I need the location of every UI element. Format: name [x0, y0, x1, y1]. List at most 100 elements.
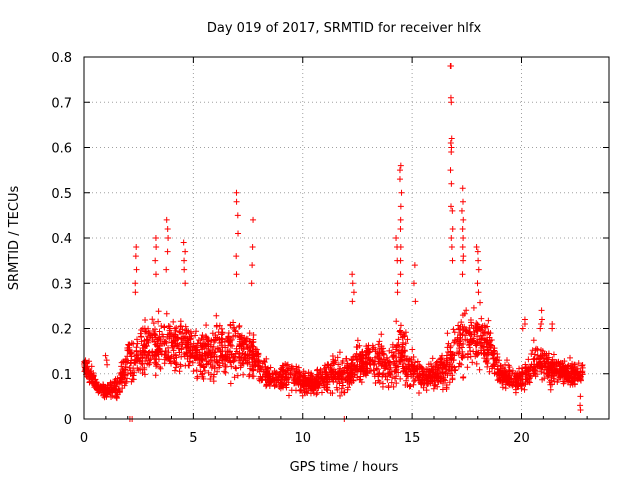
data-point	[541, 375, 548, 382]
data-point	[151, 326, 158, 333]
data-point	[391, 368, 398, 375]
data-point	[439, 386, 446, 393]
data-point	[369, 357, 376, 364]
data-point	[421, 380, 428, 387]
data-point	[156, 345, 163, 352]
data-point	[372, 379, 379, 386]
data-point	[198, 371, 205, 378]
data-point	[500, 377, 507, 384]
data-point	[502, 385, 509, 392]
data-point	[182, 362, 189, 369]
data-point	[212, 334, 219, 341]
data-point	[460, 235, 467, 241]
data-point	[191, 344, 198, 351]
data-point	[396, 167, 403, 174]
data-point	[553, 369, 560, 376]
data-point	[390, 358, 397, 365]
data-point	[503, 368, 510, 375]
data-point	[548, 366, 555, 373]
data-point	[416, 389, 423, 396]
data-point	[475, 289, 482, 296]
data-point	[284, 361, 291, 368]
data-point	[165, 235, 172, 241]
data-point	[455, 363, 462, 370]
data-point	[104, 361, 111, 368]
data-point	[395, 336, 402, 343]
data-point	[340, 389, 347, 396]
data-point	[474, 333, 481, 340]
data-point	[219, 360, 226, 367]
data-point	[187, 351, 194, 358]
data-point	[213, 322, 220, 329]
data-point	[185, 343, 192, 350]
data-point	[222, 351, 229, 358]
data-point	[164, 248, 171, 255]
data-point	[402, 329, 409, 336]
data-point	[577, 393, 584, 400]
data-point	[530, 356, 537, 363]
data-point	[263, 369, 270, 376]
data-point	[182, 248, 189, 255]
data-point	[434, 358, 441, 365]
data-point	[84, 368, 91, 375]
data-point	[155, 346, 162, 353]
data-point	[430, 385, 437, 392]
data-point	[389, 341, 396, 348]
data-point	[216, 362, 223, 369]
data-point	[484, 351, 491, 358]
data-point	[504, 379, 511, 386]
x-tick-label: 20	[513, 431, 530, 446]
data-point	[114, 389, 121, 396]
data-point	[134, 340, 141, 347]
data-point	[449, 225, 456, 232]
data-point	[304, 377, 311, 384]
data-point	[455, 326, 462, 333]
data-point	[531, 355, 538, 362]
data-point	[127, 360, 134, 367]
data-point	[314, 383, 321, 390]
data-point	[460, 257, 467, 264]
data-point	[491, 345, 498, 352]
data-point	[578, 362, 585, 369]
data-point	[102, 352, 109, 359]
data-point	[410, 381, 417, 388]
data-point	[248, 341, 255, 348]
data-point	[519, 325, 526, 332]
data-point	[431, 374, 438, 381]
data-point	[503, 375, 510, 382]
data-point	[445, 340, 452, 347]
data-point	[151, 355, 158, 362]
data-point	[574, 374, 581, 381]
data-point	[200, 336, 207, 343]
data-point	[397, 225, 404, 232]
data-point	[474, 338, 481, 345]
data-point	[485, 329, 492, 336]
data-point	[516, 365, 523, 372]
data-point	[448, 235, 455, 241]
y-tick-label: 0.3	[51, 277, 72, 292]
data-point	[124, 375, 131, 382]
data-point	[467, 339, 474, 346]
data-point	[494, 368, 501, 375]
data-point	[375, 341, 382, 348]
data-point	[335, 361, 342, 368]
data-point	[357, 376, 364, 383]
data-point	[545, 359, 552, 366]
data-point	[221, 368, 228, 375]
data-point	[92, 376, 99, 383]
data-point	[214, 368, 221, 375]
data-point	[122, 358, 129, 365]
data-point	[322, 369, 329, 376]
data-point	[393, 373, 400, 380]
data-point	[464, 337, 471, 344]
data-point	[136, 357, 143, 364]
y-tick-label: 0.7	[51, 96, 72, 111]
data-point	[386, 361, 393, 368]
data-point	[109, 392, 116, 399]
data-point	[348, 363, 355, 370]
y-tick-label: 0.2	[51, 323, 72, 338]
data-point	[530, 337, 537, 344]
chart-title: Day 019 of 2017, SRMTID for receiver hlf…	[207, 21, 482, 36]
y-tick-label: 0.4	[51, 232, 72, 247]
data-point	[227, 321, 234, 328]
